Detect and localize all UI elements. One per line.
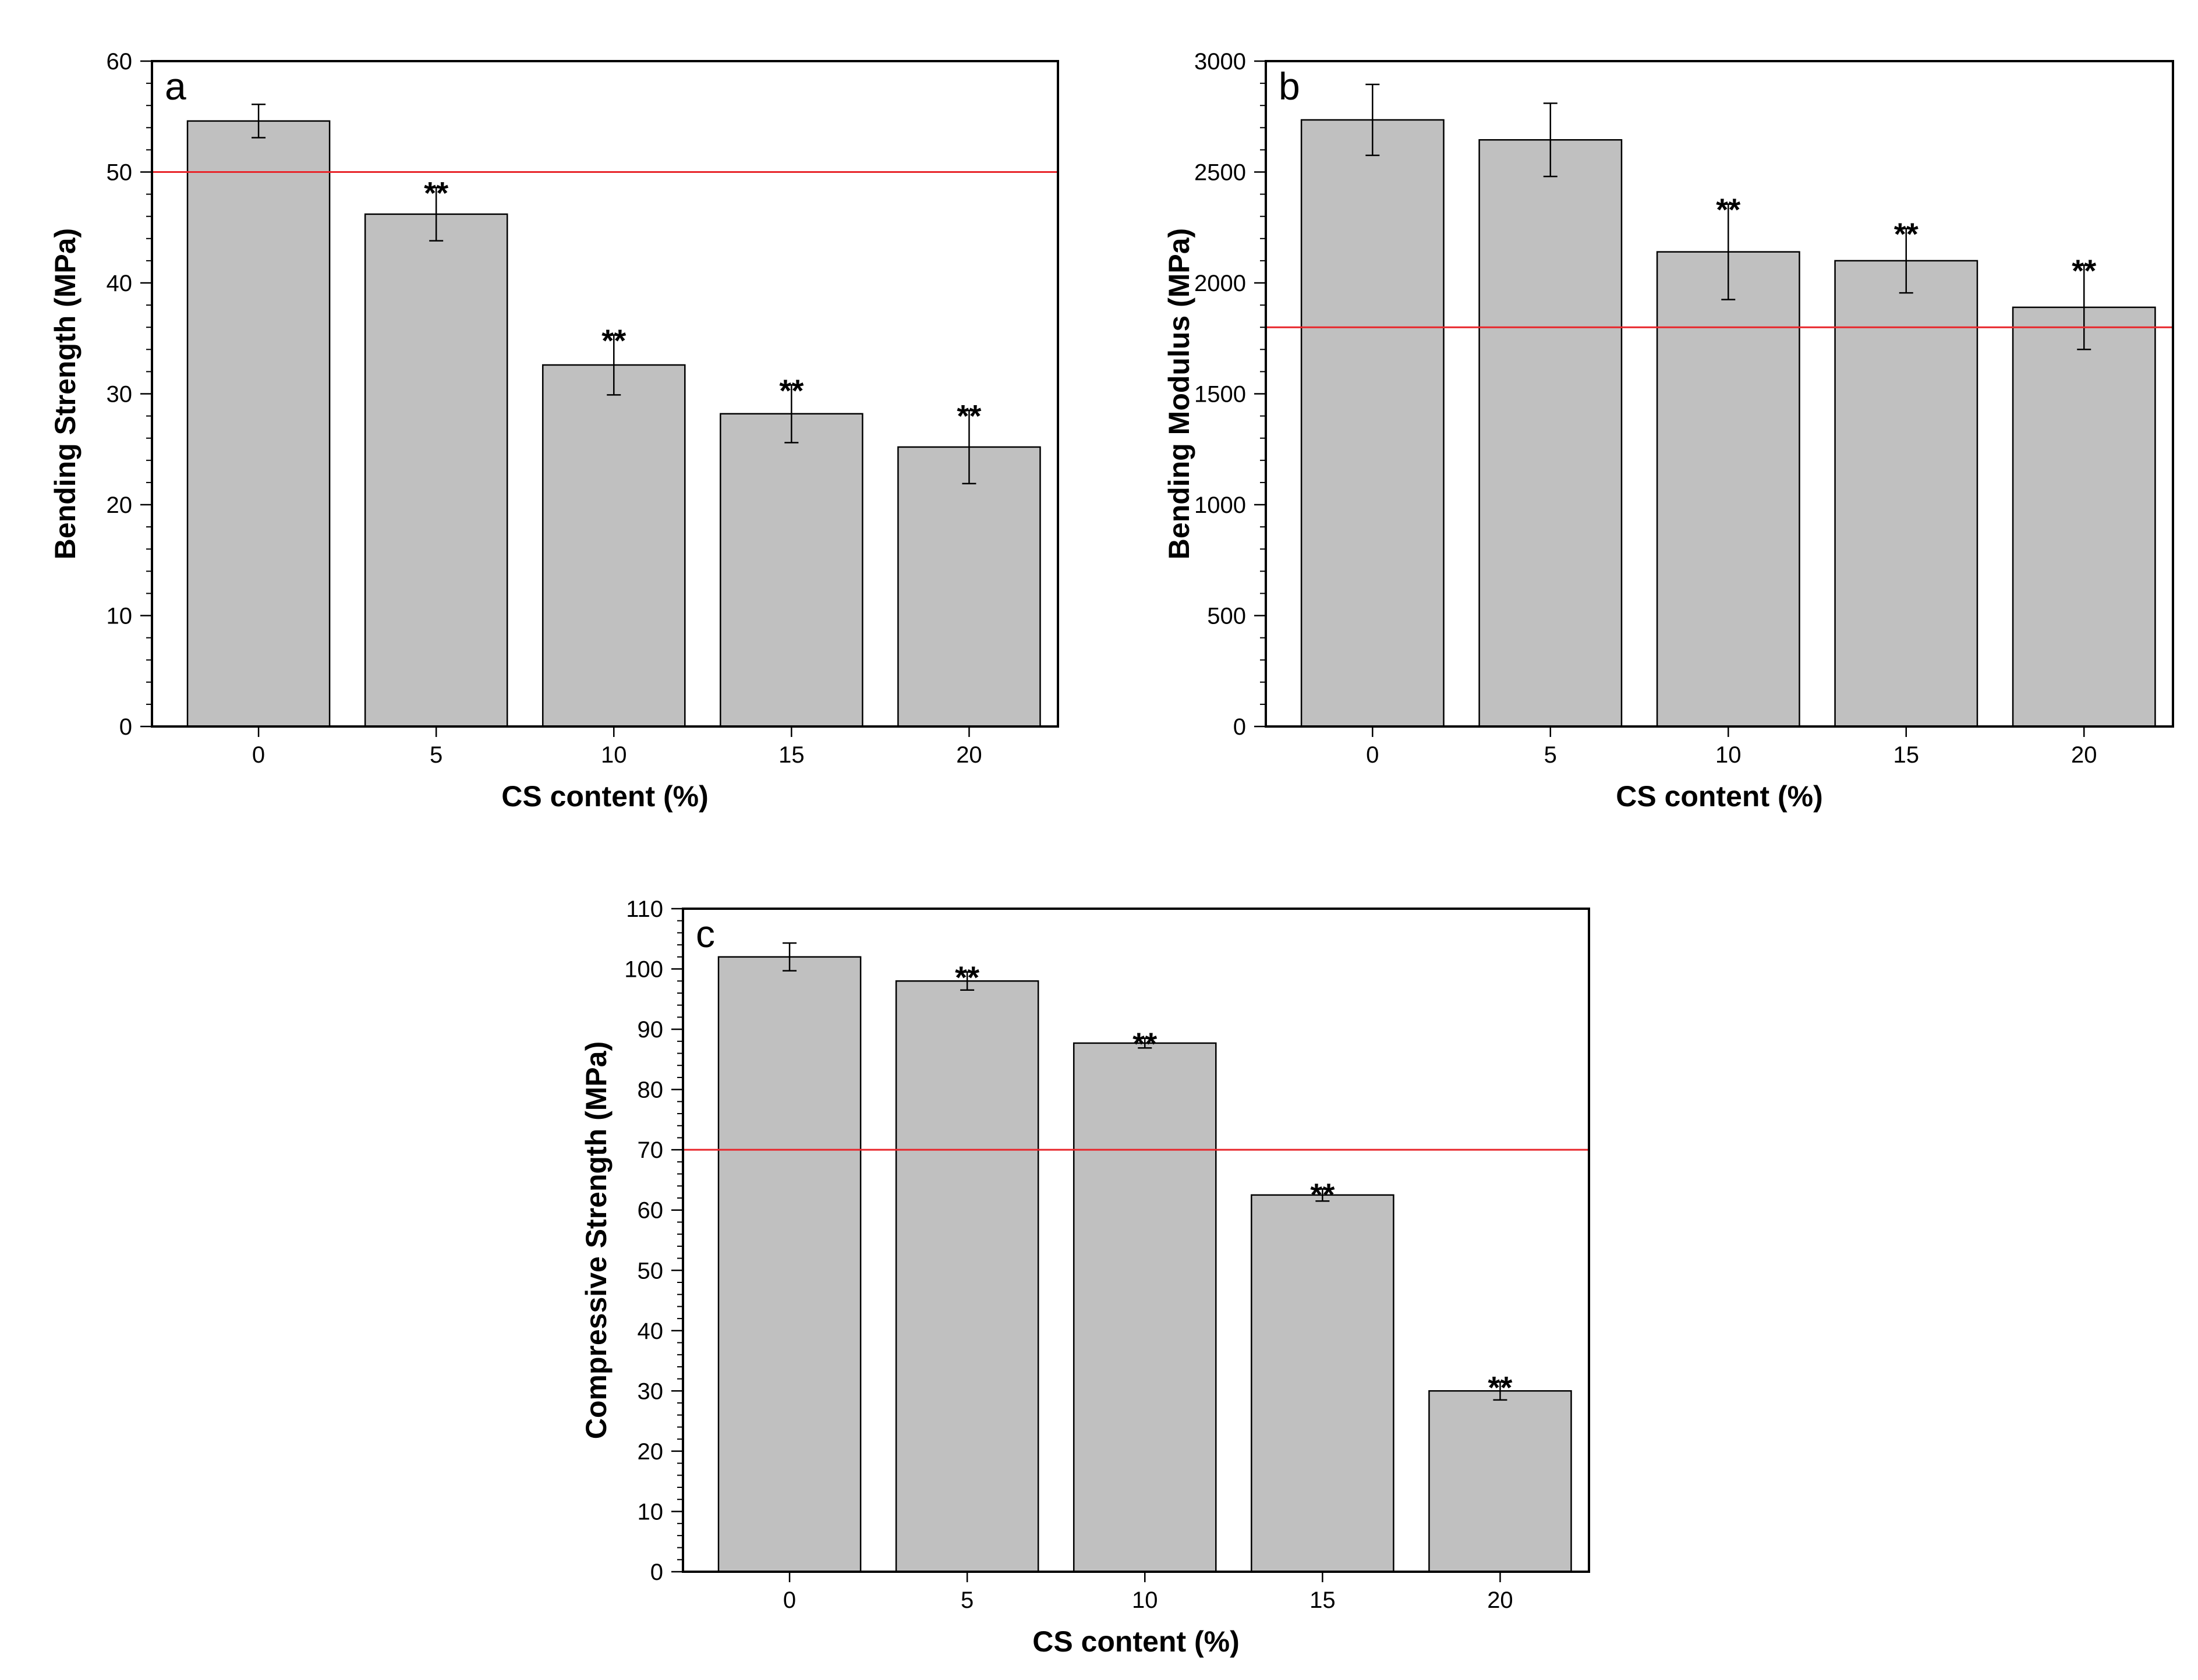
significance-marker: ** [779, 373, 804, 408]
bar [897, 446, 1041, 728]
y-tick-label: 90 [638, 1017, 664, 1043]
y-tick-label: 30 [107, 382, 133, 407]
y-tick-label: 50 [638, 1258, 664, 1284]
error-bar [607, 334, 621, 396]
y-tick-label: 1500 [1194, 382, 1246, 407]
y-tick-label: 110 [626, 896, 663, 922]
bar [1300, 119, 1445, 728]
x-tick-label: 20 [956, 742, 982, 768]
error-bar [1365, 83, 1380, 157]
bar [1428, 1390, 1572, 1573]
error-bar [1899, 228, 1913, 294]
error-bar [2077, 264, 2091, 350]
bar [1251, 1194, 1394, 1573]
significance-marker: ** [424, 176, 448, 211]
x-tick-label: 0 [252, 742, 265, 768]
bar [541, 364, 686, 728]
y-tick-label: 70 [638, 1137, 664, 1163]
y-tick-label: 0 [119, 714, 132, 740]
bar [1656, 251, 1800, 728]
x-axis-title: CS content (%) [501, 780, 709, 813]
bar [1834, 260, 1978, 728]
y-axis-title: Bending Strength (MPa) [49, 228, 82, 559]
significance-marker: ** [957, 399, 981, 434]
bar [2012, 306, 2156, 728]
significance-marker: ** [1132, 1027, 1157, 1062]
significance-marker: ** [601, 324, 626, 359]
y-tick-label: 30 [638, 1378, 664, 1404]
y-tick-label: 40 [107, 271, 133, 296]
y-tick-label: 60 [107, 49, 133, 75]
bar [1478, 139, 1623, 728]
x-tick-label: 15 [778, 742, 805, 768]
error-bar [429, 186, 444, 242]
error-bar [1543, 102, 1558, 178]
panel-label: a [165, 65, 186, 108]
x-tick-label: 5 [430, 742, 443, 768]
bar [895, 980, 1039, 1573]
x-axis-title: CS content (%) [1032, 1625, 1240, 1658]
bar [720, 413, 863, 728]
chart-panel-b: 0 5 ** 10 ** 15 ** 20 0 500 1000 1500 2000 2500 3000 b C… [1163, 49, 2174, 813]
y-tick-label: 0 [1233, 714, 1246, 740]
y-tick-label: 100 [624, 957, 663, 983]
significance-marker: ** [955, 960, 979, 995]
x-tick-label: 15 [1309, 1587, 1336, 1613]
error-bar [960, 971, 975, 991]
significance-marker: ** [1488, 1370, 1512, 1405]
significance-marker: ** [1716, 193, 1740, 228]
y-tick-label: 2000 [1194, 271, 1246, 296]
chart-panel-c: 0 ** 5 ** 10 ** 15 ** 20 0 10 20 30 40 50 60 70 80 90 100 11… [580, 896, 1590, 1658]
x-tick-label: 10 [1132, 1587, 1158, 1613]
y-tick-label: 2500 [1194, 160, 1246, 186]
y-tick-label: 50 [107, 160, 133, 186]
error-bar [784, 384, 799, 444]
panel-label: b [1279, 65, 1300, 108]
x-tick-label: 0 [1366, 742, 1379, 768]
significance-marker: ** [2072, 254, 2096, 289]
bar [186, 120, 331, 728]
error-bar [252, 104, 266, 139]
y-tick-label: 0 [650, 1560, 663, 1585]
y-axis-title: Compressive Strength (MPa) [580, 1041, 613, 1439]
x-tick-label: 15 [1893, 742, 1920, 768]
significance-marker: ** [1310, 1177, 1335, 1212]
x-tick-label: 10 [601, 742, 627, 768]
error-bar [783, 942, 797, 972]
y-tick-label: 500 [1207, 604, 1246, 629]
y-axis-title: Bending Modulus (MPa) [1163, 228, 1195, 559]
plot-frame [682, 908, 1590, 1573]
error-bar [1721, 203, 1736, 300]
plot-frame [1265, 60, 2174, 728]
x-tick-label: 5 [961, 1587, 974, 1613]
y-tick-label: 10 [107, 604, 133, 629]
y-tick-label: 20 [638, 1439, 664, 1465]
y-tick-label: 1000 [1194, 492, 1246, 518]
chart-panel-a: 0 ** 5 ** 10 ** 15 ** 20 0 10 20 30 40 50 60 a CS content… [49, 49, 1059, 813]
plot-frame [151, 60, 1059, 728]
x-tick-label: 10 [1715, 742, 1742, 768]
y-tick-label: 20 [107, 492, 133, 518]
x-tick-label: 5 [1544, 742, 1557, 768]
error-bar [1315, 1188, 1330, 1202]
x-tick-label: 20 [2071, 742, 2097, 768]
y-tick-label: 10 [638, 1499, 664, 1525]
bar [364, 213, 508, 728]
y-tick-label: 3000 [1194, 49, 1246, 75]
bar [717, 956, 862, 1573]
error-bar [962, 409, 976, 485]
y-tick-label: 60 [638, 1198, 664, 1224]
x-tick-label: 0 [783, 1587, 796, 1613]
panel-label: c [696, 912, 715, 955]
x-axis-title: CS content (%) [1616, 780, 1823, 813]
significance-marker: ** [1894, 217, 1919, 252]
x-tick-label: 20 [1487, 1587, 1513, 1613]
error-bar [1493, 1381, 1507, 1401]
error-bar [1138, 1037, 1152, 1049]
bar [1073, 1042, 1217, 1573]
y-tick-label: 80 [638, 1078, 664, 1103]
y-tick-label: 40 [638, 1319, 664, 1344]
